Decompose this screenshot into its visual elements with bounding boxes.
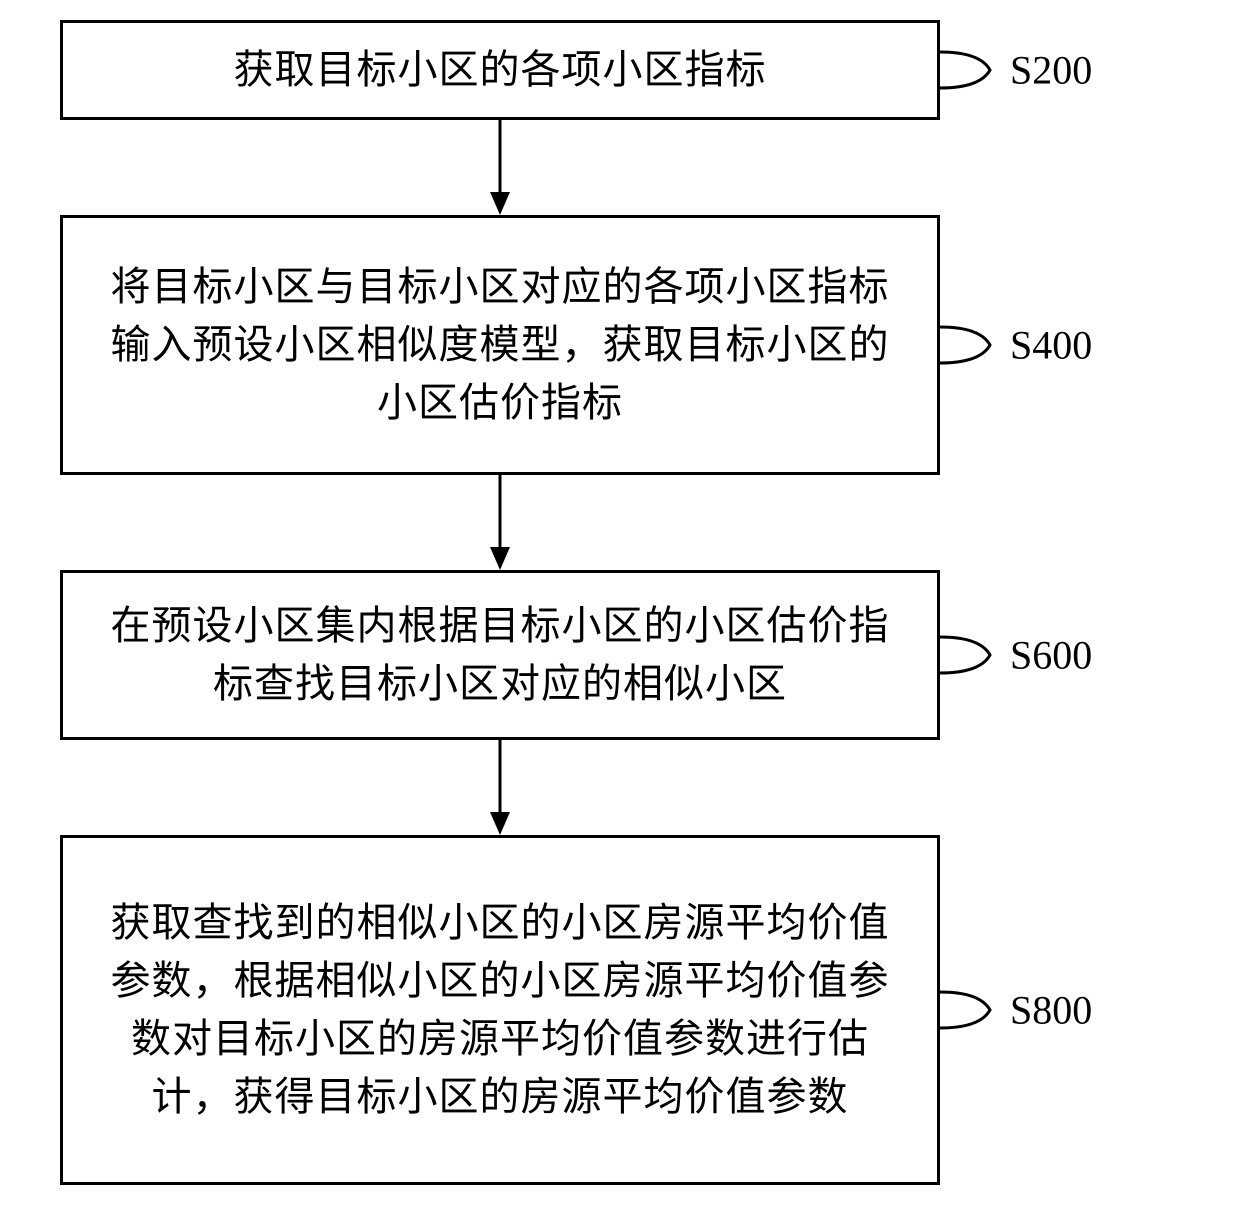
arrow-down-icon	[480, 120, 520, 215]
flowchart-box-s800: 获取查找到的相似小区的小区房源平均价值参数，根据相似小区的小区房源平均价值参数对…	[60, 835, 940, 1185]
step-row: 获取目标小区的各项小区指标 S200	[60, 20, 1180, 120]
flowchart-box-s400: 将目标小区与目标小区对应的各项小区指标输入预设小区相似度模型，获取目标小区的小区…	[60, 215, 940, 475]
flowchart-box-s600: 在预设小区集内根据目标小区的小区估价指标查找目标小区对应的相似小区	[60, 570, 940, 740]
step-label: S400	[1010, 322, 1092, 369]
box-text: 将目标小区与目标小区对应的各项小区指标输入预设小区相似度模型，获取目标小区的小区…	[91, 258, 909, 432]
curve-icon	[940, 625, 1010, 685]
step-label: S200	[1010, 47, 1092, 94]
curve-icon	[940, 980, 1010, 1040]
curve-icon	[940, 40, 1010, 100]
curve-icon	[940, 315, 1010, 375]
arrow-down-icon	[480, 475, 520, 570]
box-text: 在预设小区集内根据目标小区的小区估价指标查找目标小区对应的相似小区	[91, 597, 909, 713]
flowchart-container: 获取目标小区的各项小区指标 S200 将目标小区与目标小区对应的各项小区指标输入…	[60, 20, 1180, 1185]
step-label: S800	[1010, 987, 1092, 1034]
step-row: 将目标小区与目标小区对应的各项小区指标输入预设小区相似度模型，获取目标小区的小区…	[60, 215, 1180, 475]
step-row: 在预设小区集内根据目标小区的小区估价指标查找目标小区对应的相似小区 S600	[60, 570, 1180, 740]
arrow-down-icon	[480, 740, 520, 835]
step-label: S600	[1010, 632, 1092, 679]
box-text: 获取目标小区的各项小区指标	[234, 41, 767, 99]
box-text: 获取查找到的相似小区的小区房源平均价值参数，根据相似小区的小区房源平均价值参数对…	[91, 894, 909, 1126]
arrow-container	[60, 475, 940, 570]
step-row: 获取查找到的相似小区的小区房源平均价值参数，根据相似小区的小区房源平均价值参数对…	[60, 835, 1180, 1185]
arrow-container	[60, 120, 940, 215]
arrow-container	[60, 740, 940, 835]
flowchart-box-s200: 获取目标小区的各项小区指标	[60, 20, 940, 120]
